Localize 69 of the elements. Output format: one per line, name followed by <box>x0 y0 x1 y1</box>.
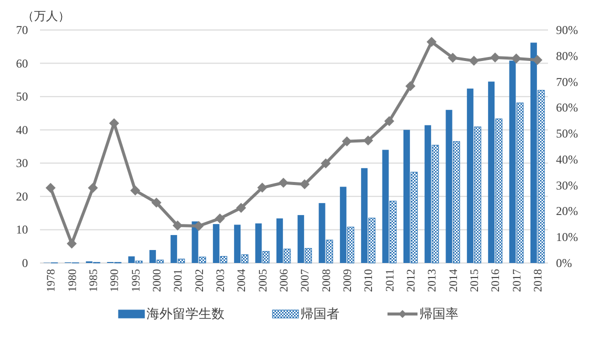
y-tick-label: 10 <box>16 222 28 237</box>
x-tick-label: 2002 <box>194 268 206 292</box>
y2-tick-label: 30% <box>556 178 578 192</box>
y-tick-label: 70 <box>16 23 28 37</box>
point <box>363 136 374 146</box>
point <box>300 179 310 190</box>
x-tick-label: 2009 <box>342 268 354 292</box>
point <box>46 182 56 193</box>
y-tick-label: 50 <box>16 90 28 104</box>
point <box>490 52 500 62</box>
x-tick-label: 2016 <box>490 268 502 292</box>
x-tick-label: 2011 <box>384 268 396 292</box>
legend-label: 帰国者 <box>300 307 340 322</box>
x-tick-label: 2000 <box>151 268 164 292</box>
x-tick-label: 1985 <box>88 268 100 292</box>
x-tick-label: 1978 <box>46 268 58 292</box>
point <box>405 81 416 92</box>
y2-tick-label: 0% <box>556 256 572 270</box>
legend-label: 帰国率 <box>420 306 458 322</box>
point <box>172 220 183 230</box>
x-tick-label: 2010 <box>363 268 376 292</box>
y2-tick-label: 20% <box>556 204 578 218</box>
x-tick-label: 2013 <box>426 268 439 292</box>
x-tick-label: 2006 <box>278 268 290 292</box>
x-tick-label: 2012 <box>405 268 418 292</box>
x-tick-label: 2014 <box>448 268 460 292</box>
point <box>66 238 77 249</box>
x-tick-label: 2018 <box>532 268 544 292</box>
point <box>320 158 331 168</box>
y2-tick-label: 80% <box>556 48 578 63</box>
x-tick-label: 1995 <box>130 268 142 292</box>
x-tick-label: 2001 <box>172 268 185 292</box>
y2-tick-label: 40% <box>556 152 578 166</box>
y-tick-label: 60 <box>16 56 28 70</box>
y2-tick-label: 60% <box>556 100 578 115</box>
point <box>214 213 225 224</box>
y2-tick-label: 50% <box>556 126 578 141</box>
x-tick-label: 1990 <box>109 268 122 292</box>
y-tick-label: 30 <box>16 156 28 170</box>
point <box>151 198 162 208</box>
y2-tick-label: 10% <box>556 230 578 244</box>
point <box>130 186 140 196</box>
x-tick-label: 1980 <box>66 268 79 292</box>
x-tick-label: 2008 <box>320 268 333 292</box>
point <box>342 136 352 146</box>
legend-label: 海外留学生数 <box>146 307 224 322</box>
point <box>236 202 246 213</box>
y2-tick-label: 90% <box>556 23 578 37</box>
y-tick-label: 0 <box>22 256 28 270</box>
point <box>194 220 204 231</box>
y-axis-title: （万人） <box>22 9 70 23</box>
point <box>257 182 268 193</box>
point <box>448 52 458 63</box>
point <box>468 56 479 66</box>
point <box>384 116 394 126</box>
point <box>88 182 98 193</box>
x-tick-label: 2017 <box>511 268 524 292</box>
y-tick-label: 20 <box>16 189 28 204</box>
x-tick-label: 2015 <box>468 268 481 292</box>
point <box>532 55 542 66</box>
x-tick-label: 2005 <box>257 268 270 292</box>
y2-tick-label: 70% <box>556 74 578 89</box>
point <box>426 36 437 47</box>
x-tick-label: 2007 <box>300 268 312 292</box>
point <box>278 178 288 188</box>
x-tick-label: 2003 <box>214 268 227 292</box>
y-tick-label: 40 <box>16 122 28 137</box>
x-tick-label: 2004 <box>236 268 248 292</box>
point <box>511 53 522 64</box>
